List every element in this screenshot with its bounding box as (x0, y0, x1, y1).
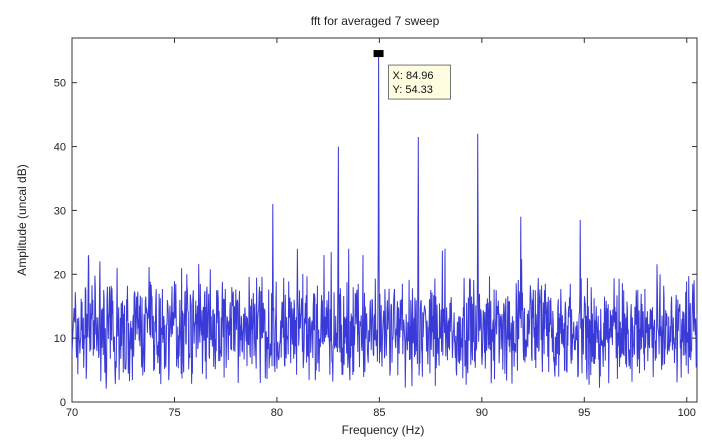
x-tick-label: 100 (678, 407, 696, 419)
x-tick-label: 75 (168, 407, 180, 419)
y-tick-label: 30 (54, 205, 66, 217)
x-tick-label: 85 (373, 407, 385, 419)
y-tick-label: 0 (60, 397, 66, 409)
data-layer (71, 55, 698, 389)
y-tick-label: 50 (54, 78, 66, 90)
x-tick-label: 95 (578, 407, 590, 419)
chart-title: fft for averaged 7 sweep (311, 14, 440, 28)
y-axis: 0 10 20 30 40 50 (54, 78, 697, 409)
datatip-y-text: Y: 54.33 (393, 84, 433, 96)
y-tick-label: 10 (54, 333, 66, 345)
y-tick-label: 20 (54, 269, 66, 281)
x-axis-label: Frequency (Hz) (342, 423, 425, 437)
datatip[interactable]: X: 84.96 Y: 54.33 (373, 50, 451, 100)
datatip-box (388, 64, 451, 100)
x-tick-label: 80 (271, 407, 283, 419)
datatip-marker (373, 50, 384, 58)
x-axis: 70 75 80 85 90 95 100 (66, 38, 696, 419)
x-tick-label: 70 (66, 407, 78, 419)
x-tick-label: 90 (476, 407, 488, 419)
series-line (71, 55, 698, 389)
y-axis-label: Amplitude (uncal dB) (15, 164, 29, 275)
datatip-x-text: X: 84.96 (393, 70, 434, 82)
y-tick-label: 40 (54, 142, 66, 154)
